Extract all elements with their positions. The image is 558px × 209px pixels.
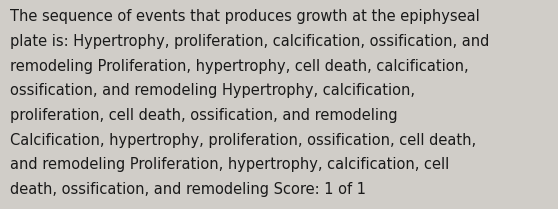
Text: The sequence of events that produces growth at the epiphyseal: The sequence of events that produces gro… [10,9,480,24]
Text: remodeling Proliferation, hypertrophy, cell death, calcification,: remodeling Proliferation, hypertrophy, c… [10,59,469,74]
Text: and remodeling Proliferation, hypertrophy, calcification, cell: and remodeling Proliferation, hypertroph… [10,157,449,172]
Text: Calcification, hypertrophy, proliferation, ossification, cell death,: Calcification, hypertrophy, proliferatio… [10,133,476,148]
Text: ossification, and remodeling Hypertrophy, calcification,: ossification, and remodeling Hypertrophy… [10,83,415,98]
Text: death, ossification, and remodeling Score: 1 of 1: death, ossification, and remodeling Scor… [10,182,366,197]
Text: plate is: Hypertrophy, proliferation, calcification, ossification, and: plate is: Hypertrophy, proliferation, ca… [10,34,489,49]
Text: proliferation, cell death, ossification, and remodeling: proliferation, cell death, ossification,… [10,108,398,123]
